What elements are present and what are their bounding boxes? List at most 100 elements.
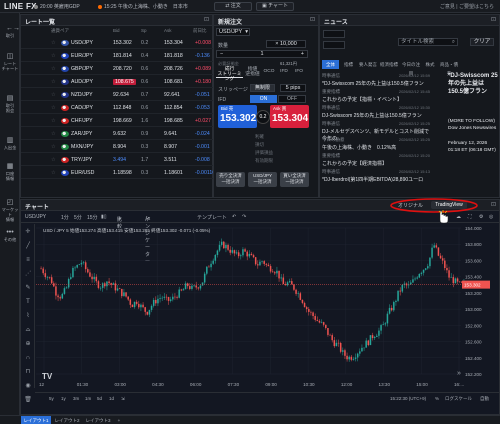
star-icon[interactable]: ☆	[51, 40, 56, 46]
price-chart[interactable]: 154.000 153.800 153.600 153.400 153.200 153.0…	[36, 224, 500, 392]
bid-price[interactable]: 9.632	[113, 131, 126, 137]
lock-icon[interactable]: ⊓	[25, 369, 31, 375]
ask-price[interactable]: 8.907	[164, 144, 177, 150]
sell-button[interactable]: Bid 売 153.302	[218, 105, 257, 128]
trendline-icon[interactable]: ╱	[26, 243, 30, 249]
news-filter-1[interactable]	[323, 30, 345, 38]
layout-tab-1[interactable]: レイアウト1	[21, 416, 51, 424]
panel-close-icon[interactable]: ⊡	[203, 17, 209, 23]
news-list-item[interactable]: 時事通信 2026/02/12 15:30 DJ-Swisscom 25年の先上益は…	[322, 105, 432, 119]
fib-icon[interactable]: ⋰	[25, 271, 31, 277]
sell-close-all-button[interactable]: 売り全決済 一括決済	[216, 172, 245, 187]
bid-price[interactable]: 92.634	[113, 92, 129, 98]
panel-close-icon[interactable]: ⊡	[490, 202, 496, 208]
undo-icon[interactable]: ↶	[232, 214, 237, 220]
table-row[interactable]: ☆ EUR/USD 1.18598 0.3 1.18601 -0.00116	[21, 167, 219, 179]
star-icon[interactable]: ☆	[51, 144, 56, 150]
interval-5m[interactable]: 5分	[74, 215, 82, 221]
log-scale-toggle[interactable]: ログスケール	[445, 396, 472, 401]
ask-price[interactable]: 198.685	[164, 118, 183, 124]
ask-price[interactable]: 9.641	[164, 131, 177, 137]
bid-price[interactable]: 3.494	[113, 157, 126, 163]
tab-limit[interactable]: 指値 逆指値	[245, 67, 260, 77]
ask-price[interactable]: 112.854	[164, 105, 183, 111]
news-tab-commodity[interactable]: 商品・債券	[440, 62, 458, 76]
news-list-item[interactable]: 重要指標 2026/02/12 15:45 これからの予定【指標・イベント】	[322, 89, 432, 103]
range-5y[interactable]: 5y	[49, 396, 54, 401]
table-row[interactable]: ☆ MXN/JPY 8.904 0.3 8.907 -0.001	[21, 141, 219, 153]
cloud-icon[interactable]: ☁	[456, 214, 461, 220]
text-icon[interactable]: T	[26, 299, 30, 305]
star-icon[interactable]: ☆	[51, 118, 56, 124]
news-clear-button[interactable]: クリア	[470, 38, 494, 46]
percent-toggle[interactable]: %	[435, 396, 440, 401]
goto-date-icon[interactable]: ⇲	[121, 396, 125, 401]
order-button[interactable]: ⇄ 注文	[214, 2, 252, 11]
bid-price[interactable]: 8.904	[113, 144, 126, 150]
star-icon[interactable]: ☆	[51, 66, 56, 72]
ask-price[interactable]: 1.18601	[164, 170, 183, 176]
range-1m[interactable]: 1m	[85, 396, 92, 401]
table-row[interactable]: ☆ TRY/JPY 3.494 1.7 3.511 -0.008	[21, 154, 219, 166]
star-icon[interactable]: ☆	[51, 79, 56, 85]
layout-tab-3[interactable]: レイアウト3	[85, 418, 111, 423]
news-list-item[interactable]: 時事通信 2026/02/12 15:25 DJ-メルセデスベンツ、新モデルとコスト…	[322, 121, 432, 142]
chart-type-icon[interactable]: ▮▯	[101, 214, 107, 220]
star-icon[interactable]: ☆	[51, 131, 56, 137]
table-row[interactable]: ☆ NZD/JPY 92.634 0.7 92.641 -0.051	[21, 89, 219, 101]
news-tab-today[interactable]: 今日の注目	[402, 62, 420, 76]
table-row[interactable]: ☆ AUD/JPY 108.675 0.6 108.681 +0.180	[21, 76, 219, 88]
range-3m[interactable]: 3m	[73, 396, 80, 401]
nav-rate-chart[interactable]: ◫ レート チャート	[1, 53, 19, 71]
mode-tradingview-tab[interactable]: TradingView	[431, 201, 467, 209]
layout-add-button[interactable]: +	[117, 418, 121, 423]
mode-original-tab[interactable]: オリジナル	[398, 203, 424, 209]
news-tab-economic[interactable]: 経済指標	[380, 62, 398, 67]
news-tab-indicator[interactable]: 指標	[344, 62, 353, 67]
ask-price[interactable]: 181.818	[164, 53, 183, 59]
panel-close-icon[interactable]: ⊡	[490, 17, 496, 23]
star-icon[interactable]: ☆	[51, 170, 56, 176]
range-1d[interactable]: 1d	[109, 396, 115, 401]
zoom-icon[interactable]: ⊕	[25, 341, 31, 347]
trash-icon[interactable]: 🗑	[24, 397, 32, 403]
bid-price[interactable]: 181.814	[113, 53, 132, 59]
table-row[interactable]: ☆ CAD/JPY 112.848 0.6 112.854 -0.053	[21, 102, 219, 114]
news-filter-2[interactable]	[323, 41, 345, 49]
range-1y[interactable]: 1y	[61, 396, 66, 401]
ifd-off-toggle[interactable]: OFF	[278, 95, 306, 103]
nav-market[interactable]: ◰ マーケット 情報	[1, 199, 19, 222]
bid-price[interactable]: 1.18598	[113, 170, 132, 176]
news-list-item[interactable]: 時事通信 2026/02/12 15:59 *DJ-Swisscom 25年の先上益…	[322, 73, 432, 87]
nav-history[interactable]: ▤ 取引 照会	[5, 95, 15, 113]
table-row[interactable]: ☆ ZAR/JPY 9.632 0.9 9.641 -0.024	[21, 128, 219, 140]
interval-1m[interactable]: 1分	[61, 215, 69, 221]
crosshair-icon[interactable]: ✛	[25, 229, 31, 235]
table-row[interactable]: ☆ CHF/JPY 198.669 1.6 198.685 +0.027	[21, 115, 219, 127]
slippage-toggle[interactable]: 無制限	[250, 84, 275, 92]
fullscreen-icon[interactable]: ⛶	[468, 214, 472, 220]
ask-price[interactable]: 3.511	[164, 157, 177, 163]
nav-trade[interactable]: ←→ 取引	[5, 25, 20, 38]
table-row[interactable]: ☆ USD/JPY 153.302 0.2 153.304 +0.008	[21, 37, 219, 49]
tab-ifo[interactable]: IFO	[295, 69, 303, 74]
bid-price[interactable]: 112.848	[113, 105, 132, 111]
news-list-item[interactable]: 今日の動意 2026/02/12 15:25 午後の上海株、小動き 0.12%高	[322, 137, 432, 151]
layout-tab-2[interactable]: レイアウト2	[54, 418, 80, 423]
redo-icon[interactable]: ↷	[242, 214, 247, 220]
star-icon[interactable]: ☆	[51, 53, 56, 59]
news-search-input[interactable]: タイトル検索 ⌕	[398, 38, 458, 46]
bid-price[interactable]: 208.720	[113, 66, 132, 72]
buy-button[interactable]: Ask 買 153.304	[270, 105, 309, 128]
pair-close-all-button[interactable]: USD/JPY 一括決済	[248, 172, 277, 187]
range-5d[interactable]: 5d	[97, 396, 103, 401]
auto-scale-toggle[interactable]: 自動	[480, 396, 489, 401]
col-pair[interactable]: 通貨ペア	[51, 28, 69, 33]
minus-icon[interactable]: −	[220, 51, 224, 57]
tab-ifd[interactable]: IFD	[280, 69, 288, 74]
measure-icon[interactable]: ⌓	[25, 327, 31, 333]
panel-close-icon[interactable]: ⊡	[309, 17, 315, 23]
qty-step-select[interactable]: × 10,000	[266, 40, 306, 48]
tab-market-stream[interactable]: 成行 ストリーミング	[216, 67, 243, 82]
ask-price[interactable]: 92.641	[164, 92, 180, 98]
